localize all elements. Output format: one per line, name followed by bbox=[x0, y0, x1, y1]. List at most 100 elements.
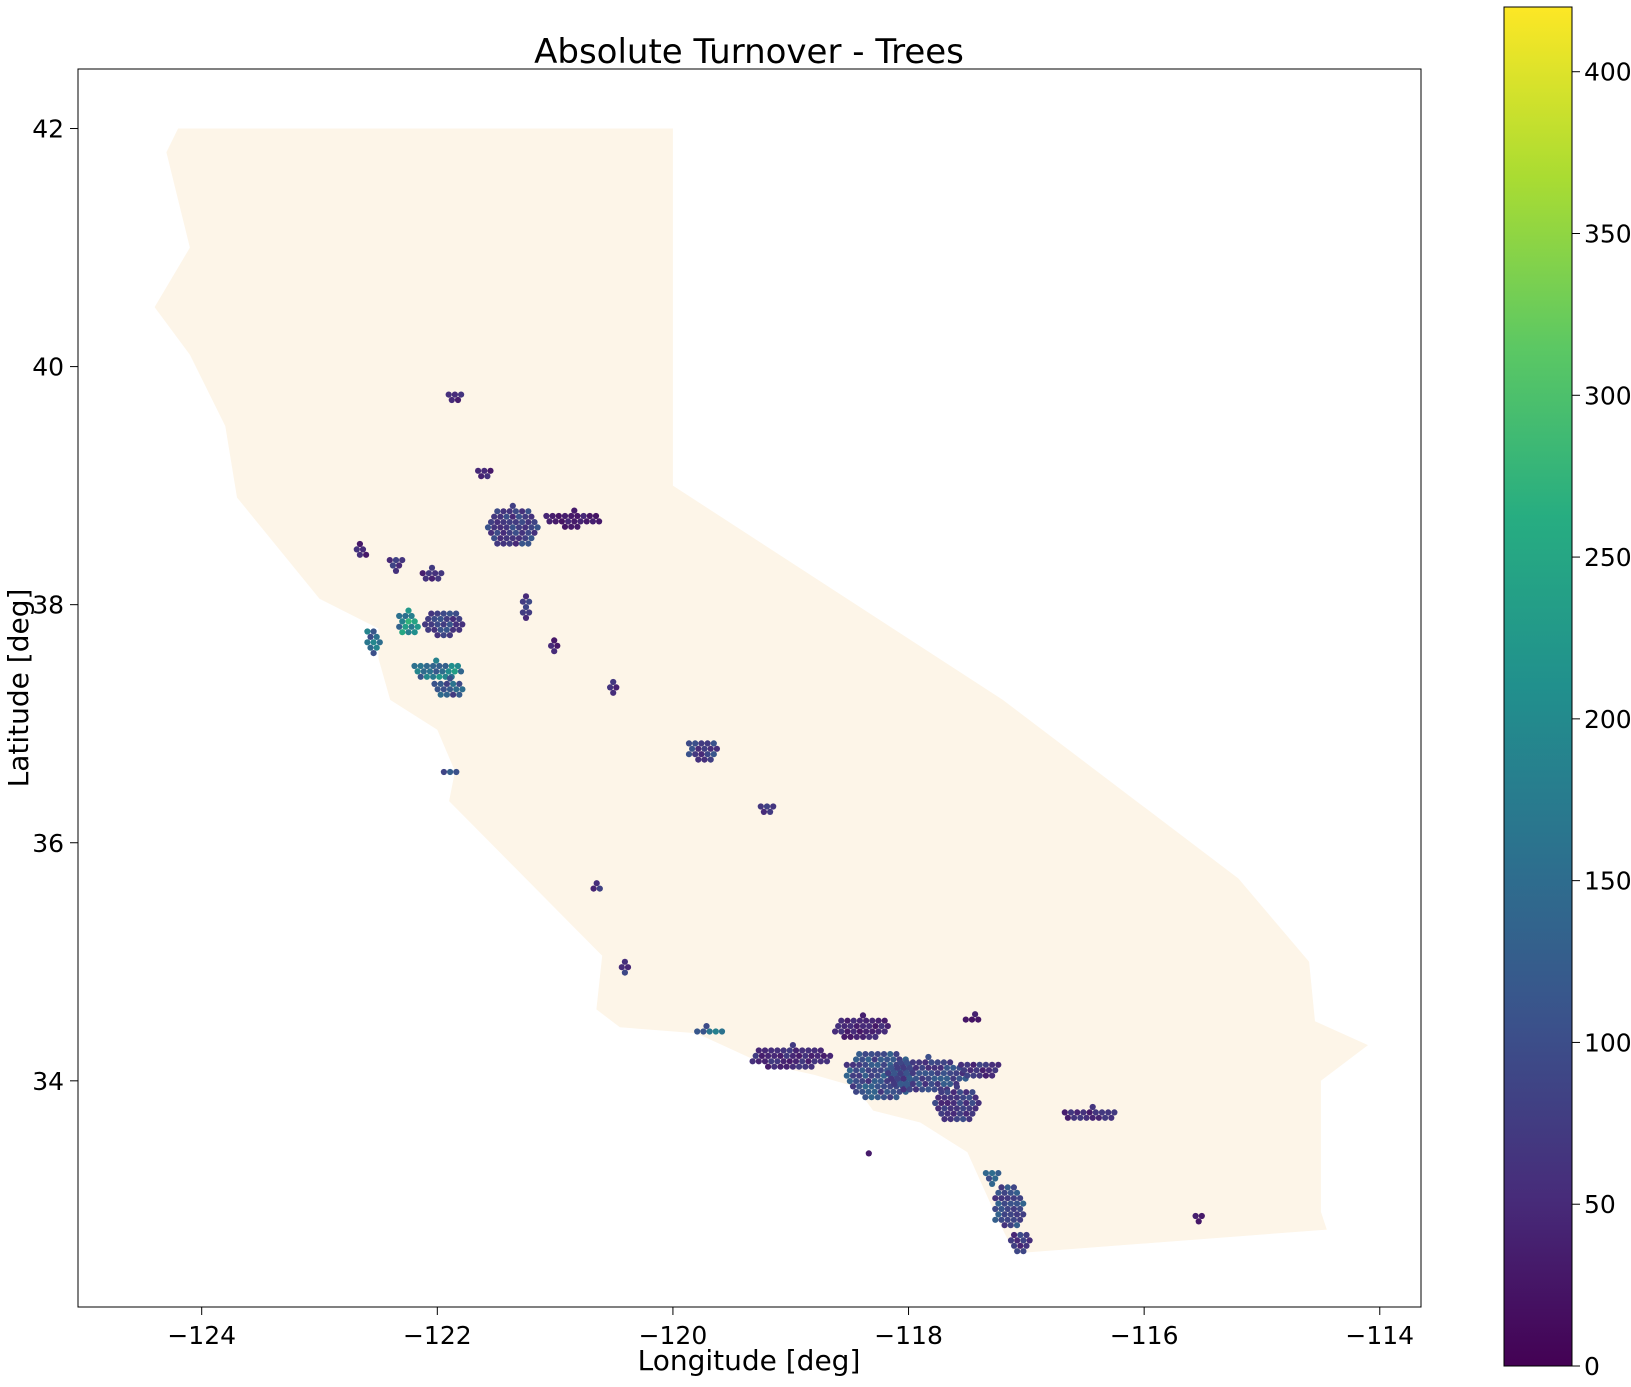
hexbin-cell bbox=[880, 1061, 888, 1068]
hexbin-cell bbox=[1089, 1114, 1096, 1121]
hexbin-cell bbox=[956, 1099, 964, 1107]
hexbin-cell bbox=[947, 1059, 954, 1066]
hexbin-cell bbox=[868, 1072, 875, 1079]
hexbin-cell bbox=[859, 1078, 866, 1085]
hexbin-cell bbox=[947, 1094, 954, 1101]
hexbin-cell bbox=[356, 551, 363, 558]
hexbin-cell bbox=[900, 1086, 907, 1093]
hexbin-cell bbox=[995, 1200, 1002, 1207]
hexbin-cell bbox=[428, 621, 435, 628]
hexbin-cell bbox=[856, 1028, 864, 1035]
y-tick-label: 38 bbox=[32, 591, 64, 620]
hexbin-cell bbox=[701, 745, 708, 752]
hexbin-cell bbox=[443, 615, 450, 623]
hexbin-cell bbox=[522, 614, 530, 622]
hexbin-cell bbox=[847, 1033, 854, 1040]
hexbin-cell bbox=[844, 1028, 851, 1035]
x-tick-label: −114 bbox=[1345, 1321, 1414, 1350]
hexbin-cell bbox=[593, 880, 600, 887]
hexbin-cell bbox=[607, 684, 614, 691]
hexbin-cell bbox=[1004, 1205, 1011, 1213]
hexbin-cell bbox=[916, 1080, 923, 1088]
hexbin-cell bbox=[1010, 1205, 1018, 1213]
hexbin-cell bbox=[922, 1080, 929, 1088]
hexbin-cell bbox=[885, 1070, 892, 1077]
hexbin-cell bbox=[884, 1023, 891, 1030]
hexbin-cell bbox=[548, 642, 555, 649]
hexbin-cell bbox=[399, 557, 406, 564]
hexbin-cell bbox=[1198, 1212, 1205, 1220]
hexbin-cell bbox=[417, 673, 424, 680]
hexbin-cell bbox=[827, 1052, 834, 1059]
hexbin-cell bbox=[509, 513, 516, 520]
hexbin-cell bbox=[484, 524, 492, 531]
hexbin-cell bbox=[442, 662, 449, 670]
hexbin-cell bbox=[459, 621, 466, 628]
hexbin-cell bbox=[961, 1067, 968, 1074]
hexbin-cell bbox=[966, 1105, 973, 1112]
hexbin-cell bbox=[1007, 1211, 1014, 1218]
turnover-cluster bbox=[962, 1011, 982, 1023]
hexbin-cell bbox=[881, 1017, 888, 1024]
hexbin-cell bbox=[950, 1075, 957, 1082]
hexbin-cell bbox=[1020, 1248, 1027, 1255]
hexbin-cell bbox=[944, 1089, 951, 1096]
hexbin-cell bbox=[972, 1105, 979, 1112]
hexbin-cell bbox=[454, 662, 461, 670]
hexbin-cell bbox=[1010, 1195, 1018, 1202]
hexbin-cell bbox=[456, 680, 463, 688]
hexbin-cell bbox=[953, 1105, 961, 1112]
hexbin-cell bbox=[941, 1116, 948, 1123]
hexbin-cell bbox=[512, 519, 520, 526]
hexbin-cell bbox=[446, 621, 453, 628]
hexbin-cell bbox=[436, 673, 443, 680]
hexbin-cell bbox=[777, 1063, 784, 1070]
hexbin-cell bbox=[456, 626, 463, 633]
hexbin-cell bbox=[998, 1195, 1005, 1202]
hexbin-cell bbox=[865, 1078, 872, 1085]
hexbin-cell bbox=[960, 1105, 967, 1112]
hexbin-cell bbox=[439, 668, 446, 675]
hexbin-cell bbox=[389, 562, 396, 569]
hexbin-cell bbox=[555, 512, 562, 520]
hexbin-cell bbox=[761, 1058, 769, 1065]
hexbin-cell bbox=[789, 1042, 797, 1049]
hexbin-cell bbox=[761, 1047, 769, 1054]
hexbin-cell bbox=[506, 519, 513, 526]
hexbin-cell bbox=[888, 1075, 895, 1082]
hexbin-cell bbox=[443, 626, 450, 633]
hexbin-cell bbox=[565, 518, 572, 525]
y-tick-label: 40 bbox=[32, 353, 64, 382]
hexbin-cell bbox=[610, 678, 617, 686]
hexbin-cell bbox=[577, 518, 584, 525]
y-tick-label: 42 bbox=[32, 115, 64, 144]
hexbin-cell bbox=[1013, 1222, 1021, 1229]
hexbin-cell bbox=[982, 1072, 990, 1079]
hexbin-cell bbox=[966, 1116, 973, 1123]
hexbin-cell bbox=[891, 1070, 898, 1077]
hexbin-cell bbox=[862, 1083, 869, 1090]
hexbin-cell bbox=[811, 1047, 818, 1054]
hexbin-cell bbox=[694, 1028, 701, 1035]
hexbin-cell bbox=[922, 1070, 929, 1077]
hexbin-cell bbox=[506, 529, 513, 536]
turnover-cluster bbox=[885, 1053, 969, 1093]
hexbin-cell bbox=[692, 740, 699, 747]
hexbin-cell bbox=[451, 391, 458, 398]
hexbin-cell bbox=[853, 1056, 860, 1063]
california-region bbox=[154, 128, 1369, 1254]
hexbin-cell bbox=[856, 1083, 863, 1090]
hexbin-cell bbox=[912, 1086, 920, 1093]
hexbin-cell bbox=[448, 662, 455, 670]
hexbin-cell bbox=[525, 529, 532, 536]
hexbin-cell bbox=[543, 512, 550, 520]
hexbin-cell bbox=[841, 1023, 848, 1030]
hexbin-cell bbox=[525, 540, 532, 547]
hexbin-cell bbox=[874, 1072, 881, 1079]
hexbin-cell bbox=[583, 518, 590, 525]
hexbin-cell bbox=[763, 803, 771, 810]
hexbin-cell bbox=[353, 546, 360, 553]
hexbin-cell bbox=[799, 1047, 806, 1054]
hexbin-cell bbox=[411, 662, 418, 670]
hexbin-cell bbox=[359, 546, 367, 553]
